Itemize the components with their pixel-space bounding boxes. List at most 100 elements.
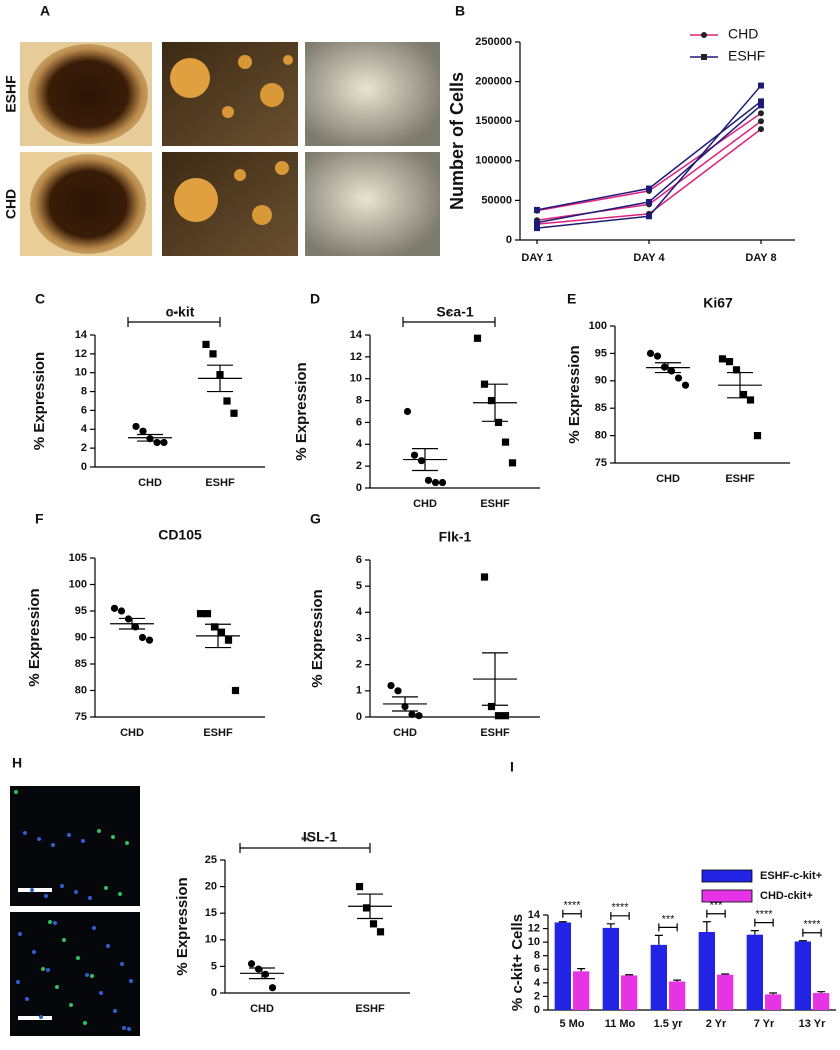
cell bbox=[81, 839, 85, 843]
error-bar bbox=[702, 921, 711, 932]
significance-label: *** bbox=[662, 913, 676, 925]
bar bbox=[717, 974, 734, 1010]
photo bbox=[10, 912, 140, 1036]
significance-label: **** bbox=[611, 902, 629, 914]
y-tick-label: 150000 bbox=[475, 115, 512, 127]
photo bbox=[28, 44, 148, 144]
error-bar bbox=[205, 623, 231, 649]
cell bbox=[127, 1027, 131, 1031]
error-bar bbox=[392, 696, 418, 712]
point bbox=[369, 920, 378, 928]
y-tick-label: 15 bbox=[205, 907, 217, 919]
x-tick-label: ESHF bbox=[203, 727, 233, 739]
cell bbox=[69, 1003, 73, 1007]
cell bbox=[92, 926, 96, 930]
significance-label: ** bbox=[170, 309, 179, 321]
y-tick-label: 2 bbox=[356, 659, 362, 671]
cell bbox=[90, 974, 94, 978]
legend-swatch bbox=[701, 889, 753, 903]
cell bbox=[83, 1021, 87, 1025]
error-bar bbox=[357, 893, 383, 920]
y-tick-label: 2 bbox=[81, 442, 87, 454]
cell bbox=[74, 890, 78, 894]
y-tick-label: 90 bbox=[75, 631, 87, 643]
y-tick-label: 0 bbox=[534, 1004, 540, 1016]
photo bbox=[174, 178, 218, 222]
photo bbox=[222, 106, 234, 118]
point bbox=[725, 358, 734, 366]
x-tick-label: ESHF bbox=[480, 727, 510, 739]
y-tick-label: 12 bbox=[75, 348, 87, 360]
bar bbox=[698, 931, 715, 1010]
panel-letter: B bbox=[455, 3, 465, 19]
point bbox=[758, 102, 764, 109]
significance-bracket bbox=[802, 928, 822, 937]
photo bbox=[252, 205, 272, 225]
panel-letter: F bbox=[35, 511, 44, 527]
cell bbox=[46, 968, 50, 972]
y-tick-label: 6 bbox=[534, 963, 540, 975]
point bbox=[138, 633, 147, 642]
photo bbox=[275, 161, 289, 175]
y-tick-label: 0 bbox=[506, 234, 512, 246]
x-tick-label: 11 Mo bbox=[605, 1018, 636, 1030]
significance-bracket bbox=[239, 843, 371, 853]
chart-title: CD105 bbox=[158, 527, 202, 543]
cell bbox=[14, 790, 18, 794]
cell bbox=[53, 921, 57, 925]
photo bbox=[234, 169, 246, 181]
cell bbox=[39, 1015, 43, 1019]
cell bbox=[32, 950, 36, 954]
y-tick-label: 100000 bbox=[475, 155, 512, 167]
point bbox=[480, 573, 489, 581]
significance-bracket bbox=[127, 317, 221, 327]
y-tick-label: 4 bbox=[81, 423, 88, 435]
line bbox=[536, 128, 762, 225]
point bbox=[646, 213, 652, 220]
y-axis-label: Number of Cells bbox=[447, 72, 467, 210]
significance-bracket bbox=[658, 923, 678, 932]
point bbox=[487, 702, 496, 711]
point bbox=[753, 432, 762, 440]
y-tick-label: 4 bbox=[534, 977, 541, 989]
significance-label: *** bbox=[710, 900, 724, 912]
point bbox=[646, 349, 655, 357]
cell bbox=[60, 884, 64, 888]
cell bbox=[88, 896, 92, 900]
point bbox=[261, 970, 270, 978]
cell bbox=[85, 973, 89, 977]
point bbox=[132, 422, 140, 431]
error-bar bbox=[769, 992, 778, 995]
point bbox=[701, 54, 707, 60]
panel-letter: I bbox=[510, 759, 514, 775]
row-label: ESHF bbox=[3, 75, 19, 113]
bar bbox=[746, 934, 763, 1010]
significance-label: **** bbox=[563, 900, 581, 912]
y-axis-label: % Expression bbox=[174, 877, 191, 975]
photo bbox=[283, 55, 293, 65]
cell bbox=[48, 920, 52, 924]
x-tick-label: 1.5 yr bbox=[654, 1018, 683, 1030]
photo bbox=[305, 152, 440, 256]
x-tick-label: CHD bbox=[656, 473, 680, 485]
chart-title: Ki67 bbox=[703, 295, 733, 311]
row-label: CHD bbox=[3, 189, 19, 219]
point bbox=[254, 965, 263, 973]
y-tick-label: 8 bbox=[81, 385, 87, 397]
cell bbox=[44, 894, 48, 898]
y-tick-label: 1 bbox=[356, 685, 362, 697]
cell bbox=[51, 843, 55, 847]
point bbox=[758, 98, 764, 105]
cell bbox=[41, 967, 45, 971]
point bbox=[217, 628, 226, 636]
cell bbox=[55, 985, 59, 989]
cell bbox=[23, 831, 27, 835]
x-tick-label: ESHF bbox=[480, 498, 510, 510]
point bbox=[718, 355, 727, 363]
point bbox=[145, 636, 154, 644]
cell bbox=[113, 1009, 117, 1013]
error-bar bbox=[577, 968, 586, 972]
point bbox=[415, 712, 423, 720]
x-tick-label: CHD bbox=[138, 477, 162, 489]
point bbox=[355, 883, 364, 891]
